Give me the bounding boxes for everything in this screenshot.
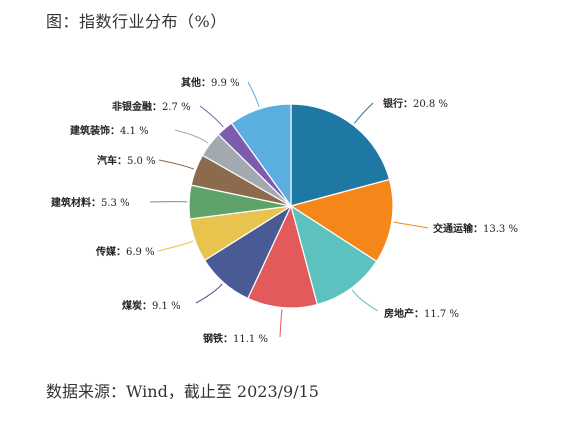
slice-value-10: 9.9 % (211, 78, 240, 89)
pie-slice-10 (230, 103, 292, 208)
slice-value-5: 6.9 % (126, 247, 155, 258)
slice-value-9: 2.7 % (162, 102, 191, 113)
slice-name-1: 交通运输： (433, 222, 483, 235)
leader-line-0 (353, 102, 374, 124)
leader-line-10 (247, 81, 260, 108)
slice-label-3: 钢铁：11.1 % (203, 332, 268, 345)
leader-line-9 (199, 105, 224, 128)
leader-line-8 (174, 129, 209, 144)
data-source-note: 数据来源：Wind，截止至 2023/9/15 (46, 382, 319, 401)
slice-name-2: 房地产： (384, 307, 424, 320)
pie-slice-2 (290, 204, 378, 306)
slice-name-7: 汽车： (97, 154, 127, 167)
leader-line-5 (157, 240, 194, 252)
slice-label-9: 非银金融：2.7 % (112, 100, 191, 113)
leader-line-7 (158, 159, 194, 170)
pie-slice-3 (247, 204, 319, 309)
slice-value-1: 13.3 % (483, 224, 518, 235)
slice-label-10: 其他：9.9 % (181, 76, 240, 89)
slice-name-10: 其他： (181, 76, 211, 89)
slice-value-0: 20.8 % (413, 99, 448, 110)
slice-label-4: 煤炭：9.1 % (122, 299, 181, 312)
slice-label-6: 建筑材料：5.3 % (50, 196, 130, 209)
slice-name-5: 传媒： (95, 245, 126, 258)
slice-label-0: 银行：20.8 % (383, 97, 448, 110)
slice-label-2: 房地产：11.7 % (384, 307, 459, 320)
slice-value-6: 5.3 % (101, 198, 130, 209)
leader-line-4 (195, 283, 223, 304)
pie-slice-1 (289, 178, 394, 263)
slice-label-7: 汽车：5.0 % (97, 154, 156, 167)
pie-slice-0 (290, 103, 391, 207)
leader-line-3 (279, 309, 283, 338)
slice-label-8: 建筑装饰：4.1 % (69, 124, 149, 137)
leader-line-1 (393, 221, 429, 229)
slice-value-4: 9.1 % (152, 301, 181, 312)
slice-name-0: 银行： (383, 97, 413, 110)
slice-name-3: 钢铁： (203, 332, 233, 345)
slice-label-1: 交通运输：13.3 % (433, 222, 518, 235)
slice-name-4: 煤炭： (122, 299, 152, 312)
slice-name-8: 建筑装饰： (69, 124, 120, 137)
slice-value-3: 11.1 % (233, 334, 268, 345)
chart-title: 图：指数行业分布（%） (46, 12, 227, 31)
slice-label-5: 传媒：6.9 % (95, 245, 155, 258)
leader-line-2 (351, 289, 379, 312)
pie-chart: 银行：20.8 % 交通运输：13.3 % 房地产：11.7 % 钢铁：11.1 % 煤… (50, 76, 518, 345)
slice-name-9: 非银金融： (112, 100, 162, 113)
slice-value-2: 11.7 % (424, 309, 459, 320)
slice-value-8: 4.1 % (120, 126, 149, 137)
slice-value-7: 5.0 % (127, 156, 156, 167)
slice-name-6: 建筑材料： (50, 196, 101, 209)
